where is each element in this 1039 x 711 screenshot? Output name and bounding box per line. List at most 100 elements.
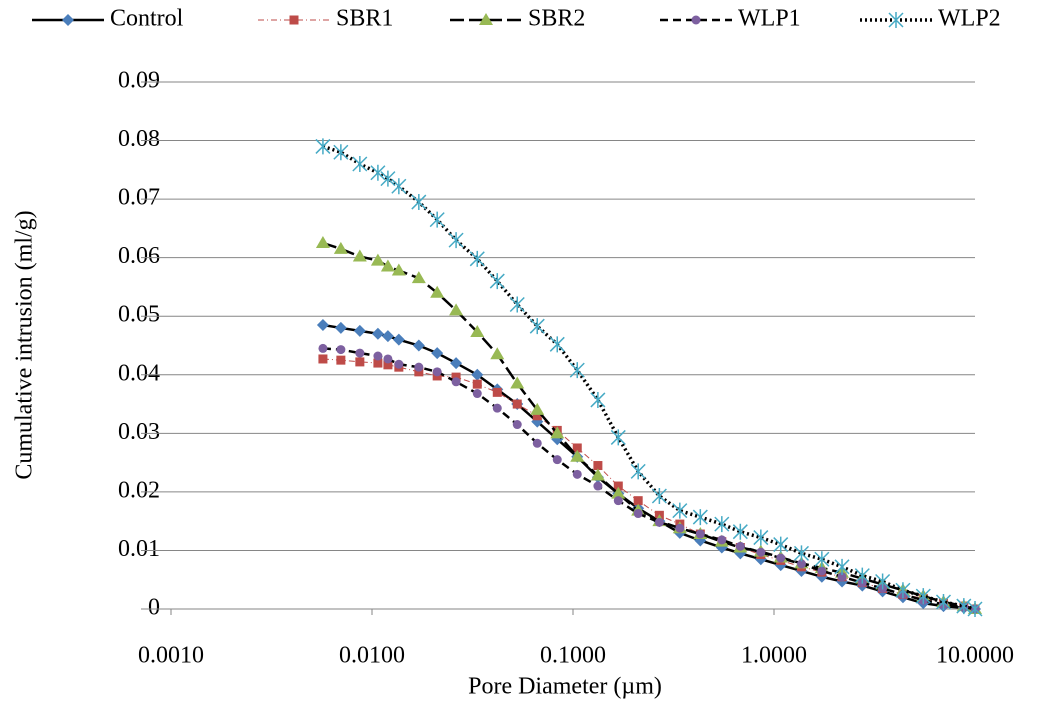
- marker: [470, 325, 485, 338]
- marker: [610, 429, 626, 446]
- marker: [471, 368, 484, 381]
- legend-label: WLP2: [938, 6, 1001, 32]
- y-tick-label: 0.03: [118, 419, 160, 445]
- marker: [414, 367, 424, 377]
- marker: [492, 403, 502, 413]
- marker: [895, 582, 911, 599]
- marker: [956, 598, 972, 615]
- marker: [492, 387, 502, 397]
- y-tick-label: 0.07: [118, 185, 160, 211]
- marker: [370, 164, 386, 181]
- marker: [549, 336, 565, 353]
- marker: [672, 502, 688, 519]
- marker: [654, 517, 664, 527]
- y-axis-label: Cumulative intrusion (ml/g): [12, 210, 38, 479]
- marker: [675, 523, 685, 533]
- marker: [391, 178, 407, 195]
- marker: [450, 357, 463, 370]
- marker: [793, 545, 810, 562]
- marker: [380, 170, 396, 187]
- y-tick-label: 0.06: [118, 243, 160, 269]
- legend-marker: [62, 14, 74, 26]
- marker: [318, 343, 328, 353]
- legend-marker: [289, 15, 299, 25]
- marker: [430, 285, 445, 298]
- x-tick-label: 0.1000: [540, 643, 606, 669]
- marker: [315, 138, 331, 155]
- marker: [333, 144, 349, 161]
- y-tick-label: 0.08: [118, 126, 160, 152]
- marker: [391, 263, 406, 276]
- marker: [371, 327, 384, 340]
- marker: [315, 236, 330, 249]
- marker: [532, 438, 542, 448]
- marker: [383, 354, 393, 364]
- y-tick-label: 0.04: [118, 360, 160, 386]
- legend-marker: [691, 15, 701, 25]
- marker: [735, 541, 745, 551]
- marker: [380, 259, 395, 272]
- marker: [529, 318, 545, 335]
- marker: [814, 551, 830, 568]
- marker: [412, 339, 425, 352]
- marker: [510, 376, 525, 389]
- marker: [334, 321, 347, 334]
- marker: [414, 362, 424, 372]
- marker: [630, 463, 646, 480]
- marker: [773, 536, 789, 553]
- legend-marker: [479, 13, 493, 25]
- y-tick-label: 0.02: [118, 477, 160, 503]
- marker: [732, 523, 748, 540]
- y-tick-label: 0.05: [118, 302, 160, 328]
- marker: [796, 559, 806, 569]
- marker: [837, 572, 847, 582]
- legend-label: SBR2: [528, 6, 585, 32]
- series-line: [322, 358, 976, 610]
- marker: [469, 250, 485, 267]
- marker: [316, 319, 329, 332]
- marker: [613, 481, 623, 491]
- marker: [651, 487, 667, 504]
- marker: [448, 232, 464, 249]
- marker: [383, 360, 393, 370]
- marker: [552, 455, 562, 465]
- legend-label: WLP1: [738, 6, 801, 32]
- marker: [854, 567, 870, 584]
- marker: [352, 155, 368, 172]
- marker: [449, 303, 464, 316]
- marker: [714, 516, 730, 533]
- marker: [633, 509, 643, 519]
- x-tick-label: 10.0000: [936, 643, 1014, 669]
- y-tick-label: 0: [148, 595, 160, 621]
- marker: [569, 362, 585, 379]
- series-line: [322, 347, 976, 611]
- marker: [776, 553, 786, 563]
- marker: [834, 558, 850, 575]
- marker: [590, 468, 605, 481]
- marker: [373, 351, 383, 361]
- marker: [352, 249, 367, 262]
- marker: [355, 348, 365, 358]
- series-line: [322, 144, 976, 611]
- marker: [373, 358, 383, 368]
- marker: [756, 547, 766, 557]
- marker: [532, 411, 542, 421]
- x-tick-label: 1.0000: [741, 643, 807, 669]
- legend-label: SBR1: [336, 6, 393, 32]
- marker: [411, 194, 427, 211]
- marker: [336, 355, 346, 365]
- series-line: [322, 241, 976, 611]
- x-axis-label: Pore Diameter (µm): [468, 674, 662, 700]
- marker: [355, 357, 365, 367]
- marker: [394, 359, 404, 369]
- marker: [572, 443, 582, 453]
- marker: [633, 496, 643, 506]
- y-tick-label: 0.09: [118, 68, 160, 94]
- marker: [472, 379, 482, 389]
- marker: [550, 426, 565, 439]
- marker: [392, 333, 405, 346]
- marker: [572, 469, 582, 479]
- marker: [512, 420, 522, 430]
- marker: [611, 486, 626, 499]
- marker: [429, 211, 445, 228]
